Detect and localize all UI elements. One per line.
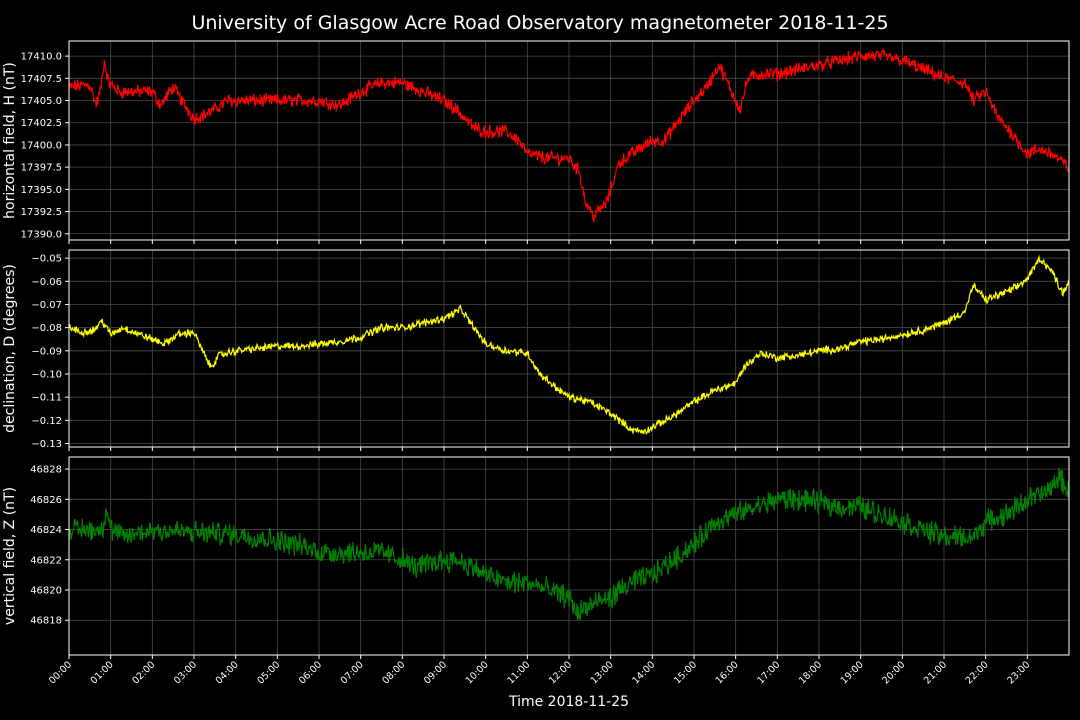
y-axis-label: vertical field, Z (nT) <box>2 487 18 625</box>
series-line <box>68 47 1070 224</box>
y-tick-label: −0.07 <box>31 300 62 311</box>
y-tick-label: −0.06 <box>31 277 62 288</box>
x-axis-label: Time 2018-11-25 <box>508 694 629 710</box>
y-tick-label: −0.12 <box>31 416 62 427</box>
y-tick-label: 17395.0 <box>21 185 62 196</box>
y-tick-label: −0.11 <box>31 393 62 404</box>
y-tick-label: 46820 <box>30 586 62 597</box>
y-tick-label: −0.09 <box>31 346 62 357</box>
y-tick-label: 46822 <box>30 555 62 566</box>
y-tick-label: −0.05 <box>31 254 62 265</box>
series-line <box>68 254 1070 435</box>
y-tick-label: 17410.0 <box>21 52 62 63</box>
y-axis-label: horizontal field, H (nT) <box>2 62 18 219</box>
y-tick-label: 17400.0 <box>21 140 62 151</box>
chart-title: University of Glasgow Acre Road Observat… <box>191 12 888 34</box>
y-tick-label: −0.13 <box>31 439 62 450</box>
y-tick-label: 17397.5 <box>21 163 62 174</box>
y-tick-label: 17402.5 <box>21 118 62 129</box>
series-line <box>68 467 1070 621</box>
y-tick-label: 46826 <box>30 495 62 506</box>
y-tick-label: 46824 <box>30 525 62 536</box>
panel-2: 46818 46820 46822 46824 46826 46828 vertical f… <box>2 456 1070 659</box>
panel-0: 17390.0 17392.5 17395.0 17397.5 17400.0 17402… <box>2 40 1070 244</box>
y-tick-label: 46828 <box>30 465 62 476</box>
y-tick-label: 17405.0 <box>21 96 62 107</box>
y-tick-label: 17407.5 <box>21 74 62 85</box>
y-tick-label: 17390.0 <box>21 229 62 240</box>
panel-1: −0.13 −0.12 −0.11 −0.10 −0.09 −0.08 −0.07 −0.06… <box>2 249 1070 451</box>
y-tick-label: 46818 <box>30 616 62 627</box>
y-tick-label: 17392.5 <box>21 207 62 218</box>
y-tick-label: −0.08 <box>31 323 62 334</box>
y-tick-label: −0.10 <box>31 369 62 380</box>
y-axis-label: declination, D (degrees) <box>2 264 18 433</box>
